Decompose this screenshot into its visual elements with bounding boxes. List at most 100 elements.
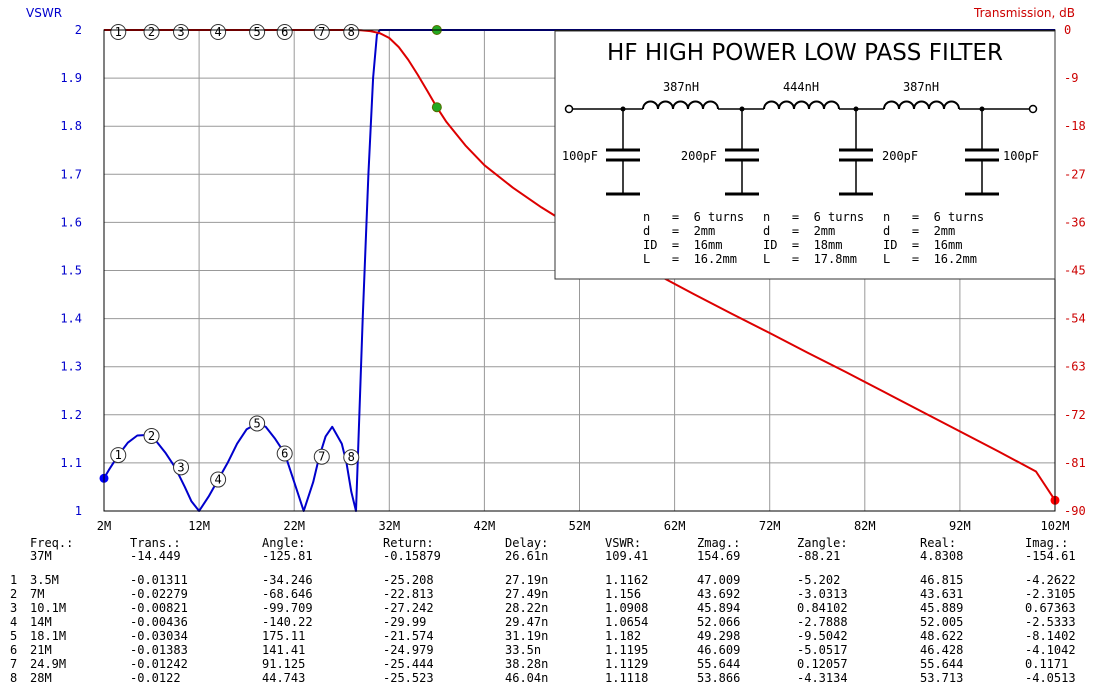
x-tick-label: 62M (664, 519, 686, 533)
marker-circle (249, 415, 266, 432)
table-cell: 31.19n (505, 629, 549, 643)
table-cell: 1.1162 (605, 573, 649, 587)
inductor-label: 387nH (663, 80, 699, 94)
table-cell: -0.01383 (130, 643, 188, 657)
table-cell: 7M (30, 587, 45, 601)
right-tick-label: -72 (1064, 408, 1086, 422)
table-cell: 44.743 (262, 671, 306, 685)
row-index: 2 (10, 587, 18, 601)
table-cell: 10.1M (30, 601, 67, 615)
table-cell: Angle: (262, 536, 306, 550)
marker-label: 3 (177, 460, 184, 474)
left-axis-title: VSWR (26, 6, 62, 20)
vswr-marker: 4 (210, 471, 227, 488)
series-lines (103, 29, 1056, 512)
table-cell: -2.5333 (1025, 615, 1076, 629)
table-cell: -0.01242 (130, 657, 188, 671)
table-cell: VSWR: (605, 536, 642, 550)
row-index: 6 (10, 643, 18, 657)
left-tick-label: 1 (75, 504, 82, 518)
table-cell: -4.2622 (1025, 573, 1076, 587)
table-cell: Delay: (505, 536, 549, 550)
table-cell: 49.298 (697, 629, 741, 643)
table-cell: -24.979 (383, 643, 434, 657)
table-cell: -2.3105 (1025, 587, 1076, 601)
table-cell: 14M (30, 615, 52, 629)
capacitors (606, 106, 999, 196)
table-cell: 53.866 (697, 671, 741, 685)
coil-spec: d = 2mm (883, 224, 955, 238)
frequency-markers: 1 2 3 4 5 6 7 8 1 2 3 4 5 6 7 8 (99, 24, 1060, 505)
left-tick-label: 1.8 (60, 119, 82, 133)
transmission-marker: 7 (313, 24, 330, 40)
marker-label: 6 (281, 25, 288, 39)
marker-label: 5 (253, 25, 260, 39)
inductor-label: 387nH (903, 80, 939, 94)
table-cell: 3.5M (30, 573, 59, 587)
table-row: 10.1M -0.00821 -99.709 -27.242 28.22n 1.0908 4… (0, 601, 1101, 615)
capacitor-symbol (725, 106, 759, 196)
table-row: 7M -0.02279 -68.646 -22.813 27.49n 1.156 43.69… (0, 587, 1101, 601)
table-cell: -2.7888 (797, 615, 848, 629)
table-cell: -14.449 (130, 549, 181, 563)
marker-label: 8 (348, 450, 355, 464)
vswr-marker: 3 (173, 459, 190, 476)
table-row: 18.1M -0.03034 175.11 -21.574 31.19n 1.182 49.… (0, 629, 1101, 643)
left-tick-label: 1.7 (60, 167, 82, 181)
coil-spec-group: n = 6 turns d = 2mm ID = 16mm L = 16.2mm… (643, 210, 984, 266)
marker-label: 4 (215, 25, 222, 39)
table-cell: -34.246 (262, 573, 313, 587)
transmission-marker: 5 (249, 24, 266, 40)
marker-circle (343, 24, 360, 40)
schematic-title: HF HIGH POWER LOW PASS FILTER (607, 40, 1003, 66)
marker-circle (343, 449, 360, 466)
marker-label: 4 (215, 473, 222, 487)
marker-circle (210, 471, 227, 488)
marker-label: 7 (318, 25, 325, 39)
table-cell: 29.47n (505, 615, 549, 629)
capacitor-symbol (965, 106, 999, 196)
table-cell: -21.574 (383, 629, 434, 643)
table-cell: Return: (383, 536, 434, 550)
inductor-coils (642, 100, 960, 110)
table-cell: 26.61n (505, 549, 549, 563)
table-cell: -9.5042 (797, 629, 848, 643)
table-cell: 175.11 (262, 629, 306, 643)
marker-label: 2 (148, 429, 155, 443)
table-cell: 46.609 (697, 643, 741, 657)
x-tick-label: 2M (97, 519, 111, 533)
table-cell: 43.692 (697, 587, 741, 601)
table-cell: -8.1402 (1025, 629, 1076, 643)
coil-spec: d = 2mm (763, 224, 835, 238)
left-tick-label: 1.3 (60, 360, 82, 374)
x-tick-label: 72M (759, 519, 781, 533)
vswr-marker: 7 (313, 448, 330, 465)
transmission-line (104, 29, 1056, 501)
left-axis-ticks: 2 1.9 1.8 1.7 1.6 1.5 1.4 1.3 1.2 1.1 1 (60, 23, 82, 518)
table-header-row: Freq.: Trans.: Angle: Return: Delay: VSWR: Zma… (0, 536, 1101, 550)
vswr-marker: 8 (343, 449, 360, 466)
table-cell: Freq.: (30, 536, 74, 550)
left-tick-label: 1.2 (60, 408, 82, 422)
table-cell: -88.21 (797, 549, 841, 563)
table-cell: 28M (30, 671, 52, 685)
vswr-transmission-chart: VSWR Transmission, dB 2M 12M 22M 32M 42M 52M 6… (26, 6, 1086, 533)
table-cell: 24.9M (30, 657, 67, 671)
table-cell: 28.22n (505, 601, 549, 615)
row-index: 1 (10, 573, 18, 587)
vswr-marker: 5 (249, 415, 266, 432)
table-cell: -4.1042 (1025, 643, 1076, 657)
table-cell: 1.0654 (605, 615, 649, 629)
table-cell: 1.182 (605, 629, 642, 643)
coil-spec: n = 6 turns (763, 210, 864, 224)
marker-label: 3 (177, 25, 184, 39)
right-tick-label: 0 (1064, 23, 1071, 37)
capacitor-label: 100pF (562, 149, 598, 163)
table-cell: Real: (920, 536, 957, 550)
table-cell: 43.631 (920, 587, 964, 601)
table-cell: 46.04n (505, 671, 549, 685)
x-tick-label: 42M (474, 519, 496, 533)
right-tick-label: -90 (1064, 504, 1086, 518)
right-tick-label: -36 (1064, 215, 1086, 229)
table-cell: -99.709 (262, 601, 313, 615)
